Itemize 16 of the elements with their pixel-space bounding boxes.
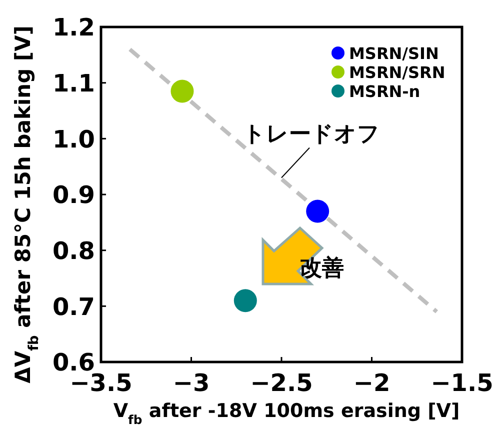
x-tick-label: −1.5 bbox=[430, 369, 494, 397]
x-axis-title: V$_{fb}$ after -18V 100ms erasing [V] bbox=[113, 400, 460, 427]
legend-label: MSRN-n bbox=[349, 82, 420, 101]
y-tick-label: 0.7 bbox=[52, 292, 95, 321]
y-tick-label: 1.0 bbox=[52, 125, 95, 154]
y-tick-label: 1.1 bbox=[52, 69, 95, 98]
x-tick-label: −3 bbox=[172, 369, 210, 397]
annotation: トレードオフ bbox=[243, 122, 380, 147]
y-tick-label: 1.2 bbox=[52, 14, 95, 42]
x-tick-label: −2 bbox=[353, 369, 390, 397]
x-tick-label: −2.5 bbox=[250, 369, 313, 397]
y-tick-label: 0.9 bbox=[52, 181, 95, 210]
annotation: 改善 bbox=[300, 255, 344, 281]
legend-label: MSRN/SRN bbox=[349, 62, 446, 82]
legend-label: MSRN/SIN bbox=[349, 44, 439, 63]
y-tick-label: 0.8 bbox=[52, 236, 95, 265]
